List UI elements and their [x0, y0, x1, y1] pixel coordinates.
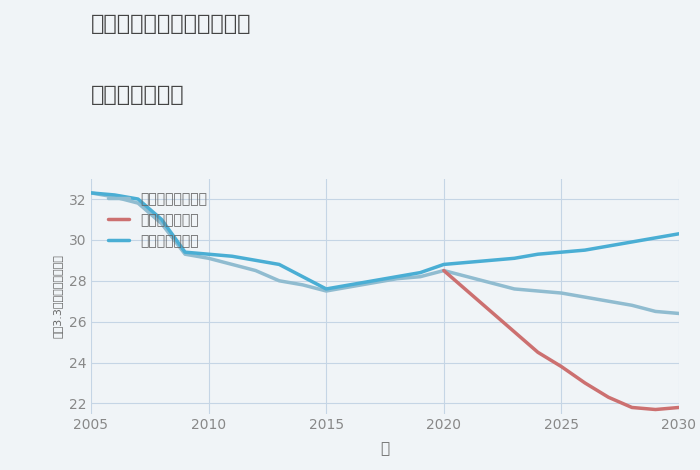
ノーマルシナリオ: [604, 298, 612, 304]
グッドシナリオ: [181, 250, 189, 255]
ノーマルシナリオ: [87, 190, 95, 196]
グッドシナリオ: [111, 192, 119, 198]
グッドシナリオ: [204, 251, 213, 257]
グッドシナリオ: [651, 235, 659, 241]
ノーマルシナリオ: [675, 311, 683, 316]
ノーマルシナリオ: [134, 200, 142, 206]
バッドシナリオ: [510, 329, 519, 335]
グッドシナリオ: [275, 262, 284, 267]
ノーマルシナリオ: [581, 294, 589, 300]
グッドシナリオ: [675, 231, 683, 236]
ノーマルシナリオ: [369, 280, 377, 286]
グッドシナリオ: [628, 239, 636, 245]
バッドシナリオ: [675, 405, 683, 410]
グッドシナリオ: [581, 247, 589, 253]
ノーマルシナリオ: [533, 288, 542, 294]
グッドシナリオ: [557, 250, 566, 255]
ノーマルシナリオ: [510, 286, 519, 292]
グッドシナリオ: [228, 253, 237, 259]
ノーマルシナリオ: [651, 309, 659, 314]
バッドシナリオ: [533, 350, 542, 355]
グッドシナリオ: [463, 259, 472, 265]
グッドシナリオ: [440, 262, 448, 267]
Line: ノーマルシナリオ: ノーマルシナリオ: [91, 193, 679, 313]
グッドシナリオ: [346, 282, 354, 288]
バッドシナリオ: [557, 364, 566, 369]
ノーマルシナリオ: [204, 256, 213, 261]
グッドシナリオ: [134, 196, 142, 202]
バッドシナリオ: [440, 268, 448, 274]
ノーマルシナリオ: [228, 262, 237, 267]
グッドシナリオ: [416, 270, 424, 275]
バッドシナリオ: [486, 309, 495, 314]
グッドシナリオ: [369, 278, 377, 283]
ノーマルシナリオ: [322, 288, 330, 294]
ノーマルシナリオ: [181, 251, 189, 257]
Y-axis label: 平（3.3㎡）単価（万円）: 平（3.3㎡）単価（万円）: [53, 254, 63, 338]
グッドシナリオ: [322, 286, 330, 292]
グッドシナリオ: [510, 256, 519, 261]
グッドシナリオ: [87, 190, 95, 196]
ノーマルシナリオ: [628, 303, 636, 308]
ノーマルシナリオ: [486, 280, 495, 286]
X-axis label: 年: 年: [380, 441, 390, 456]
バッドシナリオ: [604, 394, 612, 400]
グッドシナリオ: [393, 274, 401, 280]
グッドシナリオ: [604, 243, 612, 249]
ノーマルシナリオ: [298, 282, 307, 288]
バッドシナリオ: [628, 405, 636, 410]
バッドシナリオ: [581, 380, 589, 386]
グッドシナリオ: [158, 217, 166, 222]
ノーマルシナリオ: [393, 276, 401, 282]
グッドシナリオ: [298, 274, 307, 280]
グッドシナリオ: [533, 251, 542, 257]
バッドシナリオ: [463, 288, 472, 294]
Line: グッドシナリオ: グッドシナリオ: [91, 193, 679, 289]
ノーマルシナリオ: [275, 278, 284, 283]
ノーマルシナリオ: [111, 194, 119, 200]
バッドシナリオ: [651, 407, 659, 412]
Line: バッドシナリオ: バッドシナリオ: [444, 271, 679, 409]
ノーマルシナリオ: [346, 284, 354, 290]
ノーマルシナリオ: [158, 221, 166, 227]
ノーマルシナリオ: [440, 268, 448, 274]
ノーマルシナリオ: [463, 274, 472, 280]
Text: 土地の価格推移: 土地の価格推移: [91, 85, 185, 105]
グッドシナリオ: [486, 258, 495, 263]
ノーマルシナリオ: [251, 268, 260, 274]
Legend: ノーマルシナリオ, バッドシナリオ, グッドシナリオ: ノーマルシナリオ, バッドシナリオ, グッドシナリオ: [104, 188, 211, 252]
グッドシナリオ: [251, 258, 260, 263]
ノーマルシナリオ: [416, 274, 424, 280]
Text: 愛知県豊橋市高師本郷町の: 愛知県豊橋市高師本郷町の: [91, 14, 251, 34]
ノーマルシナリオ: [557, 290, 566, 296]
